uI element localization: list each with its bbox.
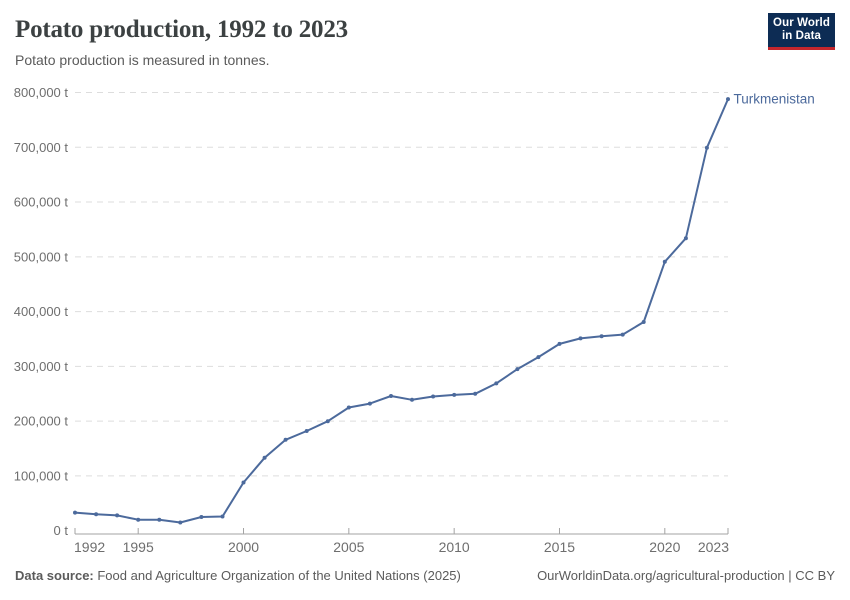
y-axis-tick-label: 300,000 t [14, 359, 69, 374]
data-point[interactable] [578, 336, 583, 341]
data-point[interactable] [473, 391, 478, 396]
data-point[interactable] [346, 405, 351, 410]
data-source-note: Data source: Food and Agriculture Organi… [15, 568, 461, 583]
data-source-text: Food and Agriculture Organization of the… [93, 568, 461, 583]
x-axis-tick-label: 2015 [544, 539, 575, 555]
data-point[interactable] [178, 520, 183, 525]
x-axis-tick-label: 2010 [439, 539, 470, 555]
data-point[interactable] [515, 367, 520, 372]
owid-logo[interactable]: Our World in Data [768, 13, 835, 50]
data-point[interactable] [136, 517, 141, 522]
data-point[interactable] [641, 320, 646, 324]
x-axis-tick-label: 2000 [228, 539, 259, 555]
x-axis-tick-label: 1992 [74, 539, 105, 555]
data-point[interactable] [304, 429, 309, 433]
data-point[interactable] [115, 513, 120, 518]
series-end-label[interactable]: Turkmenistan [734, 92, 815, 107]
x-axis-tick-label: 2023 [698, 539, 729, 555]
data-point[interactable] [157, 517, 162, 522]
owid-logo-line1: Our World [773, 17, 830, 29]
owid-logo-line2: in Data [781, 30, 822, 42]
y-axis-tick-label: 400,000 t [14, 304, 69, 319]
data-point[interactable] [494, 381, 499, 386]
data-point[interactable] [683, 236, 688, 241]
y-axis-tick-label: 500,000 t [14, 249, 69, 264]
y-axis-tick-label: 700,000 t [14, 140, 69, 155]
y-axis-tick-label: 600,000 t [14, 195, 69, 210]
chart-subtitle: Potato production is measured in tonnes. [15, 51, 270, 68]
data-point[interactable] [662, 259, 667, 264]
data-point[interactable] [262, 455, 267, 460]
data-point[interactable] [367, 401, 372, 406]
data-point[interactable] [283, 437, 288, 442]
data-point[interactable] [94, 512, 99, 517]
x-axis-tick-label: 1995 [123, 539, 154, 555]
y-axis-tick-label: 100,000 t [14, 468, 69, 483]
data-point[interactable] [199, 515, 204, 519]
attribution-text: OurWorldinData.org/agricultural-producti… [537, 568, 835, 583]
data-point[interactable] [620, 332, 625, 337]
data-point[interactable] [431, 394, 436, 399]
data-point[interactable] [73, 510, 77, 515]
data-point[interactable] [536, 355, 541, 360]
y-axis-tick-label: 800,000 t [14, 85, 69, 100]
data-point[interactable] [704, 145, 709, 150]
chart-header: Potato production, 1992 to 2023 Potato p… [15, 16, 755, 68]
y-axis-tick-label: 0 t [54, 523, 69, 538]
data-point[interactable] [325, 419, 330, 424]
data-point[interactable] [241, 480, 246, 485]
data-point[interactable] [220, 514, 225, 519]
x-axis-tick-label: 2020 [649, 539, 680, 555]
data-source-label: Data source: [15, 568, 94, 583]
x-axis-tick-label: 2005 [333, 539, 364, 555]
data-point[interactable] [557, 341, 562, 346]
data-line[interactable] [74, 98, 729, 524]
data-point[interactable] [389, 394, 393, 398]
data-point[interactable] [726, 97, 730, 102]
y-axis-tick-label: 200,000 t [14, 414, 69, 429]
chart-title: Potato production, 1992 to 2023 [15, 16, 348, 43]
data-point[interactable] [410, 397, 414, 402]
chart-footer: Data source: Food and Agriculture Organi… [15, 568, 835, 583]
data-point[interactable] [599, 334, 604, 339]
data-point[interactable] [452, 392, 457, 397]
